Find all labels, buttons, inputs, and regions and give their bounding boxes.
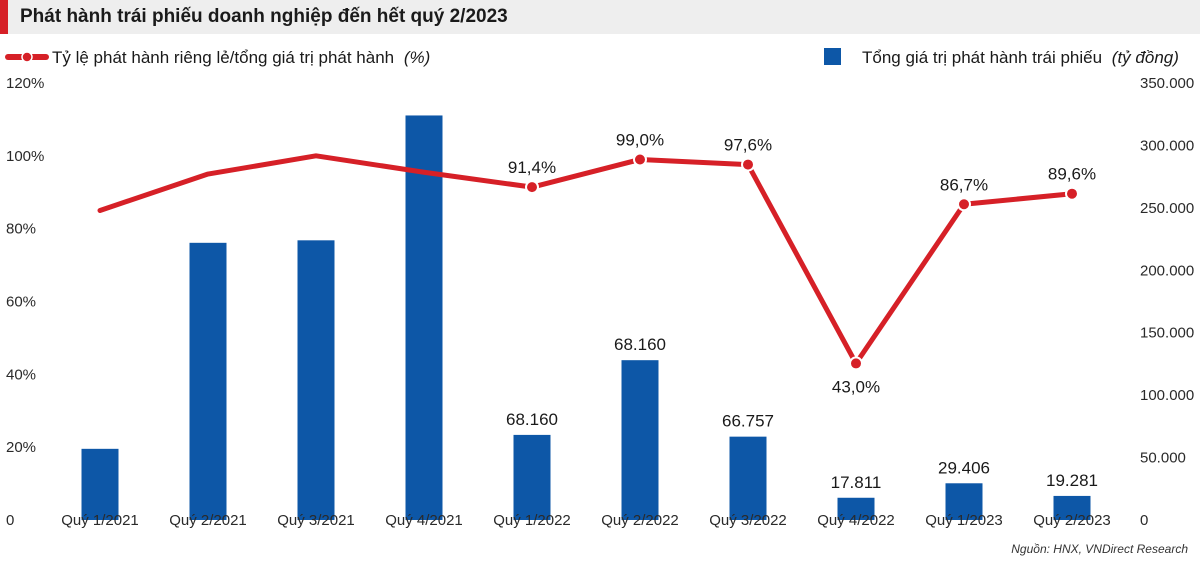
bar [81, 448, 119, 520]
right-axis-tick-label: 350.000 [1140, 75, 1194, 92]
right-axis: 0 50.000 100.000 150.000 200.000 250.000 300.0… [1140, 75, 1194, 529]
category-label: Quý 1/2021 [61, 512, 139, 529]
bar [297, 240, 335, 520]
bar [1053, 495, 1091, 520]
category-label: Quý 2/2021 [169, 512, 247, 529]
legend-bar-swatch [824, 48, 841, 65]
legend-bar-label: Tổng giá trị phát hành trái phiếu [862, 48, 1102, 67]
chart-title: Phát hành trái phiếu doanh nghiệp đến hế… [20, 6, 508, 27]
right-axis-tick-label: 250.000 [1140, 200, 1194, 217]
bar-value-label: 68.160 [614, 335, 666, 354]
line-value-label: 86,7% [940, 175, 988, 194]
category-label: Quý 4/2021 [385, 512, 463, 529]
right-axis-tick-label: 0 [1140, 512, 1148, 529]
bar [729, 436, 767, 520]
legend-line-unit: (%) [404, 48, 430, 67]
right-axis-tick-label: 200.000 [1140, 262, 1194, 279]
right-axis-tick-label: 150.000 [1140, 325, 1194, 342]
line-value-label: 99,0% [616, 130, 664, 149]
line-value-label: 89,6% [1048, 165, 1096, 184]
right-axis-tick-label: 100.000 [1140, 387, 1194, 404]
category-label: Quý 1/2023 [925, 512, 1003, 529]
bar [405, 115, 443, 520]
right-axis-tick-label: 50.000 [1140, 450, 1186, 467]
bar [837, 497, 875, 520]
bar [621, 360, 659, 520]
bar-value-label: 19.281 [1046, 471, 1098, 490]
right-axis-tick-label: 300.000 [1140, 137, 1194, 154]
bar-value-label: 29.406 [938, 458, 990, 477]
rate-line [97, 153, 1075, 366]
left-axis-tick-label: 40% [6, 366, 36, 383]
line-value-label: 97,6% [724, 136, 772, 155]
left-axis-tick-label: 20% [6, 439, 36, 456]
bar [513, 434, 551, 520]
title-accent [0, 0, 8, 34]
legend: Tỷ lệ phát hành riêng lẻ/tổng giá trị ph… [5, 48, 1179, 67]
left-axis-tick-label: 120% [6, 75, 44, 92]
bar-series: 68.160 68.160 66.757 17.811 29.406 19.281 [81, 115, 1098, 520]
category-label: Quý 3/2022 [709, 512, 787, 529]
category-label: Quý 4/2022 [817, 512, 895, 529]
line-series: 91,4% 99,0% 97,6% 43,0% 86,7% 89,6% [97, 130, 1096, 396]
left-axis-tick-label: 60% [6, 294, 36, 311]
bar-value-label: 17.811 [831, 473, 882, 492]
line-point [741, 157, 755, 172]
legend-line-marker [21, 51, 33, 63]
left-axis-tick-label: 100% [6, 148, 44, 165]
bar [189, 242, 227, 520]
line-point [633, 152, 647, 167]
bar-value-label: 68.160 [506, 410, 558, 429]
svg-text:Tỷ lệ phát hành riêng lẻ/tổng: Tỷ lệ phát hành riêng lẻ/tổng giá trị ph… [52, 48, 430, 67]
left-axis: 0 20% 40% 60% 80% 100% 120% [6, 75, 44, 529]
category-label: Quý 2/2022 [601, 512, 679, 529]
line-point [1065, 186, 1079, 201]
line-value-label: 43,0% [832, 377, 880, 396]
category-label: Quý 3/2021 [277, 512, 355, 529]
category-label: Quý 1/2022 [493, 512, 571, 529]
line-point [957, 197, 971, 212]
bar [945, 483, 983, 520]
line-value-label: 91,4% [508, 158, 556, 177]
legend-bar-unit: (tỷ đồng) [1112, 48, 1179, 67]
line-point [525, 180, 539, 195]
svg-text:Tổng giá trị phát hành trái ph: Tổng giá trị phát hành trái phiếu (tỷ đồ… [862, 48, 1179, 67]
left-axis-tick-label: 0 [6, 512, 14, 529]
line-point [849, 356, 863, 371]
left-axis-tick-label: 80% [6, 221, 36, 238]
title-bar: Phát hành trái phiếu doanh nghiệp đến hế… [0, 0, 1200, 34]
source-note: Nguồn: HNX, VNDirect Research [1011, 542, 1188, 556]
category-label: Quý 2/2023 [1033, 512, 1111, 529]
category-axis: Quý 1/2021 Quý 2/2021 Quý 3/2021 Quý 4/2021… [61, 512, 1111, 529]
legend-line-label: Tỷ lệ phát hành riêng lẻ/tổng giá trị ph… [52, 48, 394, 67]
bar-value-label: 66.757 [722, 412, 774, 431]
